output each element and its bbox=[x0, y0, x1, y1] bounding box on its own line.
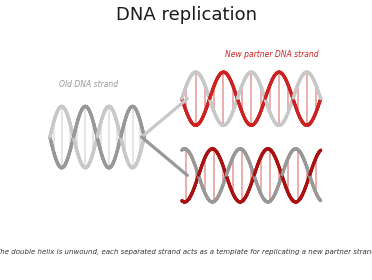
Text: Old DNA strand: Old DNA strand bbox=[59, 80, 118, 89]
Text: DNA replication: DNA replication bbox=[115, 6, 257, 24]
Text: New partner DNA strand: New partner DNA strand bbox=[225, 50, 319, 59]
Text: The double helix is unwound, each separated strand acts as a template for replic: The double helix is unwound, each separa… bbox=[0, 249, 372, 255]
